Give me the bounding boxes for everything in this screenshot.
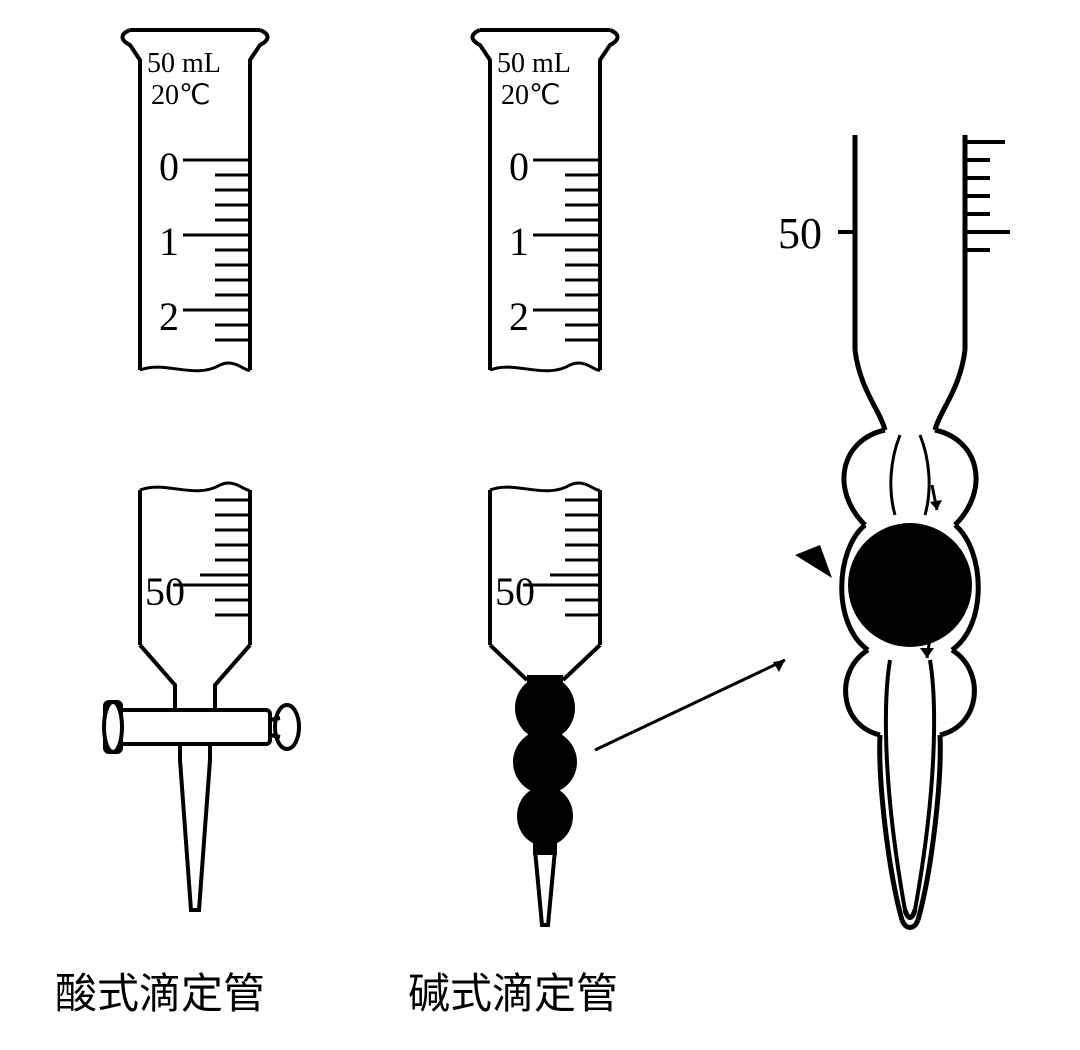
svg-text:1: 1: [159, 219, 179, 264]
svg-text:2: 2: [509, 294, 529, 339]
svg-text:50 mL: 50 mL: [147, 48, 221, 79]
base-burette: 50 mL 20℃ 0 1 2 50: [415, 20, 675, 940]
svg-text:0: 0: [509, 144, 529, 189]
svg-text:50: 50: [495, 569, 535, 614]
acid-burette: 50 mL 20℃ 0 1 2 50: [65, 20, 325, 940]
svg-text:50: 50: [778, 209, 822, 258]
svg-text:20℃: 20℃: [501, 80, 560, 111]
svg-text:1: 1: [509, 219, 529, 264]
svg-text:50: 50: [145, 569, 185, 614]
svg-text:20℃: 20℃: [151, 80, 210, 111]
detail-view: 50: [740, 130, 1060, 950]
svg-text:50 mL: 50 mL: [497, 48, 571, 79]
acid-caption: 酸式滴定管: [55, 960, 265, 1021]
base-caption: 碱式滴定管: [408, 960, 618, 1021]
svg-text:2: 2: [159, 294, 179, 339]
svg-text:0: 0: [159, 144, 179, 189]
diagram-container: 50 mL 20℃ 0 1 2 50: [0, 0, 1080, 1050]
